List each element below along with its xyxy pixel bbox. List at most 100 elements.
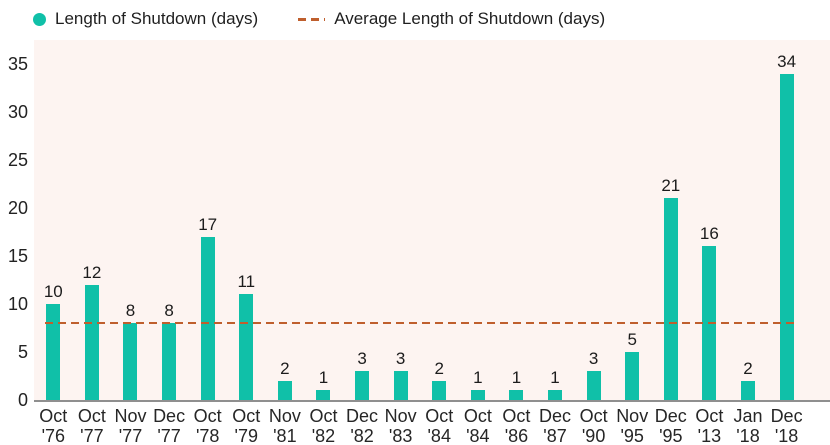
x-tick-year: '82 — [311, 426, 336, 445]
x-tick-year: '81 — [273, 426, 297, 445]
y-tick-label: 0 — [17, 390, 28, 410]
bar — [277, 380, 292, 400]
y-tick-label: 15 — [7, 246, 28, 266]
bar-value-label: 10 — [43, 282, 63, 301]
bar — [586, 371, 601, 400]
x-tick-month: Oct — [77, 406, 106, 426]
x-tick-label: Oct '77 — [73, 406, 112, 445]
bar-slot: 34 — [767, 52, 806, 400]
x-tick-year: '86 — [504, 426, 529, 445]
x-tick-label: Oct '13 — [690, 406, 729, 445]
bar-slot: 3 — [574, 349, 613, 400]
x-tick-month: Dec — [153, 406, 186, 426]
bar — [200, 236, 215, 400]
bars-container: 10 12 8 8 17 11 2 1 3 3 2 1 1 1 3 5 21 16 2 34 — [34, 40, 806, 400]
x-tick-month: Oct — [579, 406, 608, 426]
x-tick-month: Nov — [384, 406, 417, 426]
bar-value-label: 17 — [198, 214, 218, 234]
x-tick-year: '18 — [774, 426, 799, 445]
bar-slot: 2 — [266, 359, 305, 400]
x-tick-year: '79 — [234, 426, 258, 445]
y-tick-label: 35 — [7, 54, 28, 74]
bar — [663, 198, 678, 400]
x-tick-label: Oct '76 — [34, 406, 73, 445]
bar-value-label: 12 — [82, 262, 102, 282]
y-axis-tick-labels: 0 5 10 15 20 25 30 35 — [0, 0, 28, 445]
y-tick-label: 5 — [17, 342, 28, 362]
legend-label-average: Average Length of Shutdown (days) — [334, 9, 606, 28]
x-tick-month: Dec — [539, 406, 572, 426]
y-tick-label: 10 — [7, 294, 28, 314]
bar — [470, 390, 485, 400]
bar-slot: 3 — [381, 349, 420, 400]
x-tick-month: Oct — [193, 406, 222, 426]
bar — [316, 390, 331, 400]
x-axis-tick-labels: Oct '76 Oct '77 Nov '77 Dec '77 Oct '78 Oct '79 Nov '… — [34, 406, 806, 445]
x-tick-month: Oct — [232, 406, 261, 426]
x-tick-year: '95 — [659, 426, 683, 445]
bar — [123, 323, 138, 400]
x-tick-label: Dec '95 — [652, 406, 691, 445]
bar — [162, 323, 177, 400]
x-tick-year: '83 — [388, 426, 413, 445]
x-tick-label: Dec '87 — [536, 406, 575, 445]
x-tick-label: Oct '90 — [574, 406, 613, 445]
x-tick-year: '84 — [466, 426, 490, 445]
x-tick-month: Oct — [695, 406, 724, 426]
bar-value-label: 2 — [280, 358, 290, 378]
bar — [46, 304, 61, 400]
x-tick-month: Nov — [268, 406, 301, 426]
bar-slot: 11 — [227, 272, 266, 400]
x-tick-month: Dec — [346, 406, 379, 426]
bar-slot: 3 — [343, 349, 382, 400]
y-tick-label: 25 — [7, 150, 28, 170]
bar-value-label: 3 — [395, 349, 406, 369]
bar-value-label: 3 — [588, 349, 599, 369]
x-tick-label: Nov '81 — [266, 406, 305, 445]
bar — [84, 284, 99, 400]
x-tick-label: Oct '78 — [188, 406, 227, 445]
y-tick-label: 30 — [7, 102, 28, 122]
x-tick-month: Oct — [425, 406, 454, 426]
bar-slot: 21 — [652, 176, 691, 400]
bar-slot: 8 — [111, 301, 150, 400]
bar — [740, 380, 755, 400]
bar-value-label: 34 — [777, 51, 797, 71]
bar-slot: 17 — [188, 215, 227, 400]
bar-value-label: 2 — [434, 358, 444, 378]
x-tick-label: Oct '79 — [227, 406, 266, 445]
average-line — [45, 321, 798, 324]
x-tick-label: Nov '83 — [381, 406, 420, 445]
x-tick-year: '77 — [80, 426, 104, 445]
bar-value-label: 5 — [627, 330, 637, 349]
bar-value-label: 1 — [318, 368, 329, 388]
bar-slot: 5 — [613, 330, 652, 400]
bar — [509, 390, 524, 400]
x-tick-label: Nov '95 — [613, 406, 652, 445]
chart-legend: Length of Shutdown (days) Average Length… — [33, 6, 605, 32]
x-tick-month: Oct — [502, 406, 531, 426]
bar-slot: 8 — [150, 301, 189, 400]
bar — [779, 73, 794, 400]
bar-value-label: 11 — [237, 272, 256, 292]
x-tick-label: Oct '84 — [459, 406, 498, 445]
bar-value-label: 8 — [164, 301, 174, 321]
dashed-line-icon — [298, 17, 326, 21]
x-tick-month: Dec — [770, 406, 803, 426]
x-tick-label: Oct '84 — [420, 406, 459, 445]
bar-value-label: 1 — [550, 368, 560, 388]
x-tick-year: '82 — [350, 426, 374, 445]
x-tick-year: '95 — [620, 426, 644, 445]
x-tick-year: '76 — [41, 426, 66, 445]
x-tick-label: Dec '82 — [343, 406, 382, 445]
x-tick-year: '13 — [697, 426, 722, 445]
bar-value-label: 21 — [661, 176, 681, 196]
bar-slot: 1 — [536, 368, 575, 400]
x-tick-year: '87 — [543, 426, 567, 445]
x-tick-month: Jan — [733, 406, 763, 426]
x-tick-year: '90 — [581, 426, 606, 445]
y-tick-label: 20 — [7, 198, 28, 218]
bar-value-label: 1 — [473, 368, 483, 388]
dot-icon — [33, 12, 46, 26]
